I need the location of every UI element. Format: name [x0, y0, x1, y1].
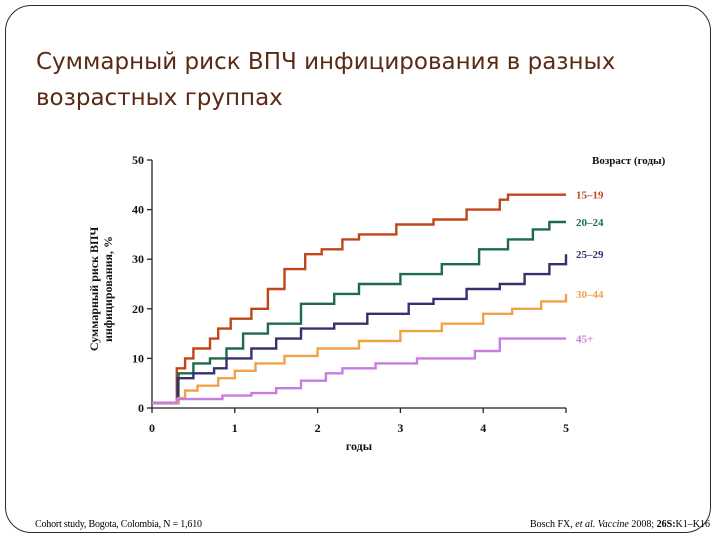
x-tick-label: 1: [232, 421, 238, 435]
x-tick-label: 0: [149, 421, 155, 435]
x-tick-label: 4: [480, 421, 486, 435]
y-tick-label: 10: [132, 351, 144, 365]
legend-title: Возраст (годы): [592, 155, 666, 167]
y-tick-label: 0: [138, 401, 144, 415]
y-tick-label: 20: [132, 302, 144, 316]
slide-frame: [5, 5, 711, 533]
y-tick-label: 30: [132, 252, 144, 266]
series-label: 20–24: [576, 217, 604, 229]
series-line-15–19: [152, 193, 566, 405]
y-axis-title-line: Суммарный риск ВПЧ: [87, 227, 101, 352]
series-line-45+: [152, 337, 566, 405]
y-axis-title: Суммарный риск ВПЧинфицирования, %: [87, 227, 115, 352]
slide-title: Суммарный риск ВПЧ инфицирования в разны…: [36, 49, 616, 111]
study-citation: Cohort study, Bogota, Colombia, N = 1,61…: [35, 519, 202, 530]
y-tick-label: 50: [132, 153, 144, 167]
series-label: 15–19: [576, 190, 604, 202]
series-line-25–29: [152, 254, 568, 405]
reference-authors: Bosch FX,: [529, 519, 576, 530]
y-tick-label: 40: [132, 203, 144, 217]
reference-year: 2008;: [628, 519, 657, 530]
series-label: 25–29: [576, 249, 604, 261]
series-line-30–44: [152, 293, 568, 405]
series-line-20–24: [152, 220, 566, 405]
y-axis-title-line: инфицирования, %: [101, 236, 115, 342]
x-tick-label: 3: [397, 421, 403, 435]
series-label: 30–44: [576, 289, 604, 301]
series-label: 45+: [576, 334, 593, 346]
x-axis-title: годы: [346, 439, 373, 453]
reference-citation: Bosch FX, et al. Vaccine 2008; 26S:K1–K1…: [530, 519, 710, 530]
reference-pages: K1–K16: [675, 519, 710, 530]
reference-volume: 26S:: [656, 519, 676, 530]
reference-journal: et al. Vaccine: [575, 519, 629, 530]
x-tick-label: 5: [563, 421, 569, 435]
x-tick-label: 2: [315, 421, 321, 435]
